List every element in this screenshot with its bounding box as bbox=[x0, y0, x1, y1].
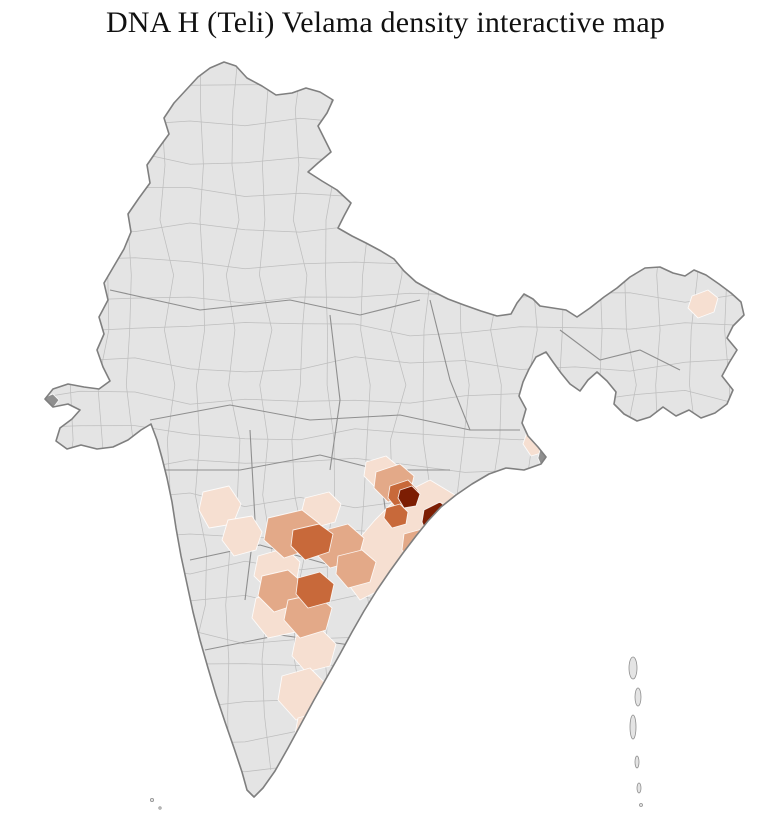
district-low-density[interactable] bbox=[293, 711, 333, 759]
district-low-density[interactable] bbox=[221, 515, 263, 557]
andaman-nicobar-islands[interactable] bbox=[628, 656, 643, 807]
district-highest-density[interactable] bbox=[397, 485, 421, 509]
lakshadweep-islands[interactable] bbox=[149, 798, 162, 810]
district-medium-density[interactable] bbox=[335, 549, 377, 589]
country-outline bbox=[44, 61, 745, 798]
page-title: DNA H (Teli) Velama density interactive … bbox=[105, 6, 666, 39]
district-high-density[interactable] bbox=[295, 571, 335, 609]
district-high-density[interactable] bbox=[383, 503, 409, 529]
district-low-density[interactable] bbox=[687, 289, 719, 319]
district-high-density[interactable] bbox=[290, 523, 334, 561]
